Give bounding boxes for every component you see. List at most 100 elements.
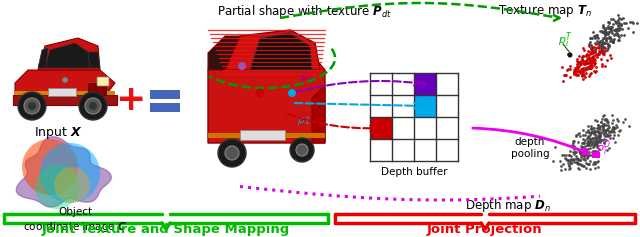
Point [588, 146, 598, 149]
Point [564, 158, 575, 161]
Point [556, 153, 566, 157]
Point [586, 60, 596, 64]
Point [597, 30, 607, 34]
Point [595, 127, 605, 131]
Point [594, 131, 604, 134]
Point [586, 47, 596, 51]
Point [589, 142, 599, 146]
Point [595, 50, 605, 54]
Point [592, 143, 602, 146]
Circle shape [85, 98, 101, 114]
Point [595, 134, 605, 138]
Bar [414, 95, 436, 117]
Point [581, 60, 591, 64]
Point [606, 25, 616, 29]
Point [591, 33, 601, 37]
Point [600, 33, 611, 36]
Point [557, 79, 568, 82]
Point [589, 138, 600, 141]
Point [608, 40, 618, 44]
Point [583, 49, 593, 52]
Point [593, 141, 603, 144]
Point [594, 49, 604, 53]
Point [605, 137, 615, 140]
Point [609, 133, 619, 137]
Point [608, 22, 618, 25]
Point [608, 126, 618, 129]
Point [591, 35, 602, 39]
Point [587, 142, 597, 146]
Point [562, 158, 572, 162]
Text: Object
coordinate image $\boldsymbol{C}$: Object coordinate image $\boldsymbol{C}$ [23, 207, 127, 234]
Point [563, 161, 573, 165]
Point [598, 122, 609, 126]
Point [602, 127, 612, 130]
Point [600, 28, 610, 32]
FancyBboxPatch shape [13, 95, 117, 105]
Point [585, 153, 595, 157]
Point [608, 40, 618, 44]
Point [606, 130, 616, 134]
Point [597, 124, 607, 128]
Point [604, 146, 614, 150]
Bar [150, 103, 180, 112]
Point [608, 17, 618, 20]
Point [615, 27, 625, 30]
Point [585, 132, 595, 135]
Point [589, 63, 600, 67]
Point [586, 131, 596, 135]
Point [582, 140, 593, 144]
Point [602, 48, 612, 52]
Point [607, 25, 617, 29]
Point [592, 139, 602, 143]
Point [579, 149, 589, 153]
Point [586, 127, 596, 130]
Point [591, 138, 601, 142]
Point [611, 27, 621, 31]
Point [589, 141, 599, 145]
Point [606, 29, 616, 32]
Point [584, 64, 595, 68]
Point [595, 29, 605, 33]
Point [582, 153, 593, 157]
Point [589, 58, 600, 62]
Point [600, 46, 610, 50]
Polygon shape [312, 86, 325, 143]
Point [584, 44, 594, 48]
Point [604, 20, 614, 24]
Point [582, 151, 592, 155]
Point [592, 52, 602, 56]
Point [586, 137, 596, 141]
Point [586, 126, 596, 130]
Polygon shape [208, 36, 240, 70]
Point [590, 142, 600, 146]
Point [550, 146, 561, 149]
Point [573, 66, 584, 69]
Point [611, 20, 621, 24]
Circle shape [288, 89, 296, 97]
Point [600, 28, 611, 32]
Point [575, 71, 585, 75]
Point [619, 21, 629, 25]
Point [573, 161, 584, 165]
Point [600, 117, 611, 121]
Point [590, 70, 600, 74]
Point [604, 134, 614, 138]
Point [612, 13, 623, 17]
Point [592, 153, 602, 157]
Point [607, 113, 618, 117]
Point [584, 59, 594, 62]
FancyBboxPatch shape [48, 88, 76, 96]
Point [564, 68, 575, 71]
Point [556, 164, 566, 168]
Point [598, 26, 609, 30]
Point [583, 147, 593, 151]
Point [597, 138, 607, 142]
Point [598, 123, 608, 127]
Point [575, 151, 585, 155]
Point [593, 165, 604, 169]
Point [607, 38, 618, 42]
Point [578, 145, 588, 149]
Point [577, 74, 588, 78]
Point [598, 40, 608, 44]
